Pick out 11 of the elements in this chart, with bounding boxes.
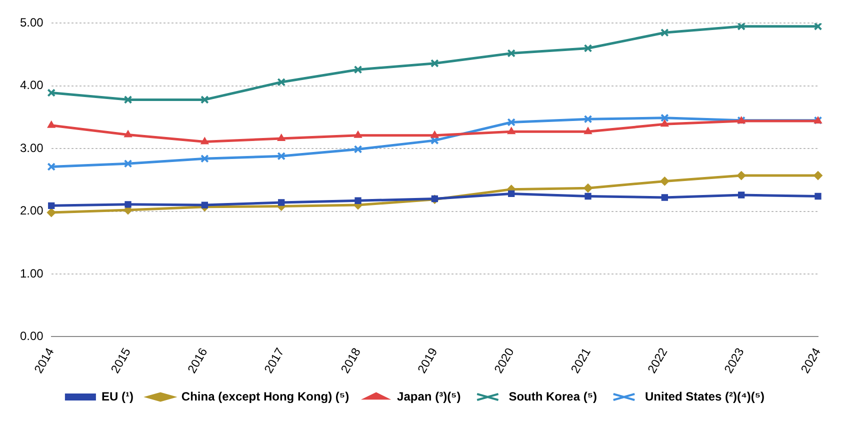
y-tick-label: 2.00 — [20, 204, 44, 218]
legend-label: China (except Hong Kong) (⁵) — [181, 389, 350, 404]
legend-label: EU (¹) — [101, 389, 134, 404]
legend-label: South Korea (⁵) — [508, 389, 598, 404]
y-tick-label: 0.00 — [20, 328, 44, 343]
y-tick-label: 5.00 — [20, 16, 44, 30]
y-tick-label: 1.00 — [20, 266, 44, 280]
legend-label: Japan (³)(⁵) — [397, 389, 461, 404]
y-tick-label: 3.00 — [20, 140, 44, 155]
y-tick-label: 4.00 — [20, 78, 44, 92]
legend-label: United States (²)(⁴)(⁵) — [644, 389, 765, 404]
